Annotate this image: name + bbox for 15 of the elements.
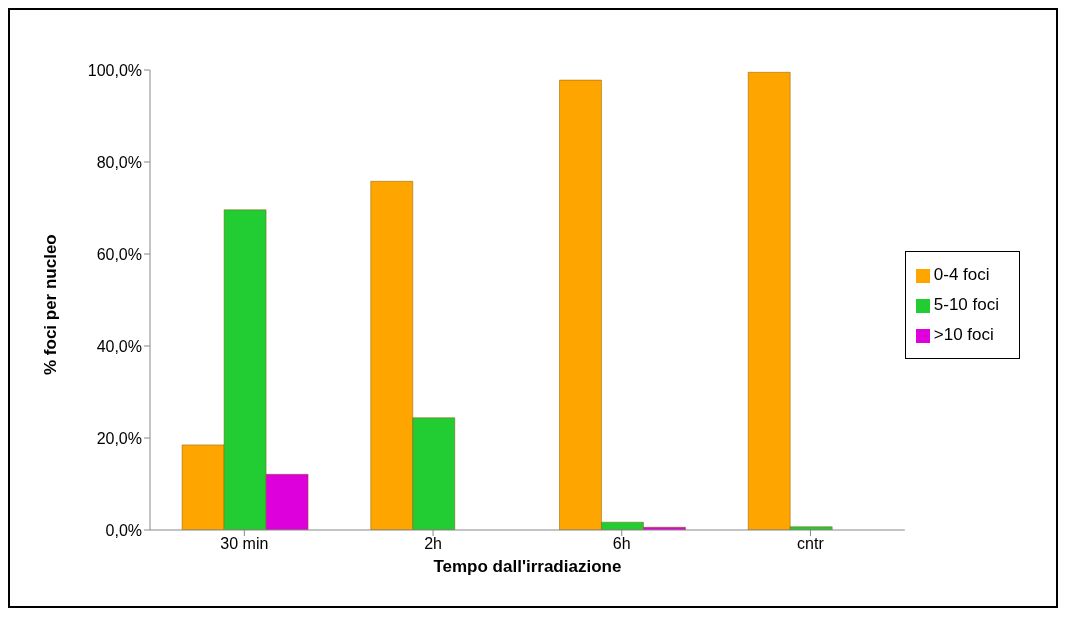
x-tick-label: cntr <box>797 535 825 553</box>
x-tick-label: 2h <box>424 535 442 553</box>
x-axis-title: Tempo dall'irradiazione <box>433 557 622 576</box>
legend-label: 0-4 foci <box>933 265 990 284</box>
legend-label: >10 foci <box>933 325 994 344</box>
y-tick-label: 80,0% <box>96 153 142 171</box>
y-tick-label: 0,0% <box>105 521 142 539</box>
x-tick-label: 6h <box>612 535 631 553</box>
y-axis-title: % foci per nucleo <box>41 234 61 375</box>
y-tick-label: 60,0% <box>96 245 142 263</box>
x-tick-label: 30 min <box>220 535 269 553</box>
legend-label: 5-10 foci <box>933 295 999 314</box>
y-tick-label: 20,0% <box>96 429 142 447</box>
y-tick-label: 100,0% <box>87 61 142 79</box>
y-tick-label: 40,0% <box>96 337 142 355</box>
